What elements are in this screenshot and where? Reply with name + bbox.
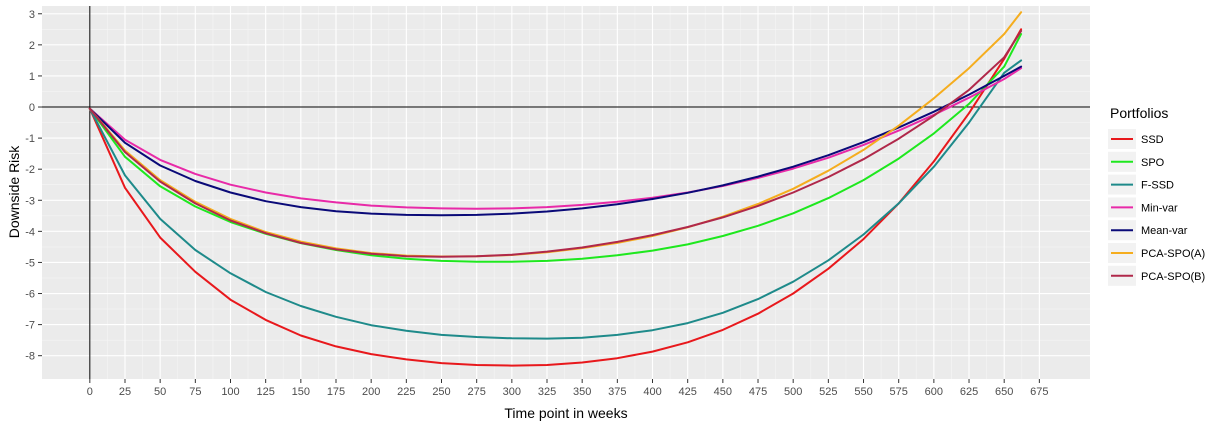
y-tick-label: -5 [25,257,35,269]
y-tick-label: -6 [25,289,35,301]
y-tick-label: -3 [25,195,35,207]
x-tick-label: 500 [784,386,802,398]
y-tick-label: -7 [25,320,35,332]
y-axis-ticks: -8 -7 -6 -5 -4 -3 -2 -1 0 1 2 3 [25,9,42,363]
x-tick-label: 125 [256,386,274,398]
x-tick-label: 300 [503,386,521,398]
legend-label: SSD [1141,134,1164,146]
legend-title: Portfolios [1110,105,1168,121]
y-tick-label: -1 [25,133,35,145]
y-tick-label: 2 [29,40,35,52]
x-tick-label: 400 [643,386,661,398]
x-tick-label: 150 [292,386,310,398]
panel-background [42,6,1090,379]
x-tick-label: 175 [327,386,345,398]
series-line-f-ssd [88,59,1023,340]
y-axis-title: Downside Risk [6,145,22,239]
x-tick-label: 525 [819,386,837,398]
y-tick-label: -4 [25,226,35,238]
x-tick-label: 25 [119,386,131,398]
series-line-ssd [88,28,1023,367]
x-tick-label: 625 [960,386,978,398]
reference-lines [42,6,1090,379]
legend-label: Min-var [1141,202,1178,214]
x-tick-label: 450 [714,386,732,398]
y-tick-label: -8 [25,351,35,363]
legend: Portfolios SSD SPO F-SSD Min-var Mean-var PCA… [1108,105,1205,286]
x-tick-label: 225 [397,386,415,398]
x-tick-label: 100 [221,386,239,398]
x-axis-ticks: 0 25 50 75 100 125 150 175 200 225 250 275 300 325 350… [87,379,1049,398]
x-tick-label: 350 [573,386,591,398]
x-tick-label: 50 [154,386,166,398]
x-tick-label: 250 [432,386,450,398]
x-tick-label: 600 [925,386,943,398]
x-tick-label: 0 [87,386,93,398]
y-tick-label: 0 [29,102,35,114]
y-tick-label: -2 [25,164,35,176]
x-tick-label: 325 [538,386,556,398]
x-tick-label: 575 [890,386,908,398]
x-tick-label: 550 [854,386,872,398]
x-tick-label: 375 [608,386,626,398]
legend-label: F-SSD [1141,180,1174,192]
x-tick-label: 200 [362,386,380,398]
series-line-mean-var [88,65,1023,217]
legend-label: PCA-SPO(A) [1141,248,1205,260]
x-tick-label: 675 [1030,386,1048,398]
legend-label: SPO [1141,157,1165,169]
x-tick-label: 75 [189,386,201,398]
series-line-pca-spo-b [88,29,1023,258]
x-tick-label: 275 [467,386,485,398]
legend-label: Mean-var [1141,225,1188,237]
x-axis-title: Time point in weeks [504,405,627,421]
grid-minor [42,6,1090,379]
legend-label: PCA-SPO(B) [1141,271,1205,283]
series-lines [88,11,1023,367]
y-tick-label: 1 [29,71,35,83]
y-tick-label: 3 [29,9,35,21]
x-tick-label: 475 [749,386,767,398]
x-tick-label: 650 [995,386,1013,398]
x-tick-label: 425 [679,386,697,398]
